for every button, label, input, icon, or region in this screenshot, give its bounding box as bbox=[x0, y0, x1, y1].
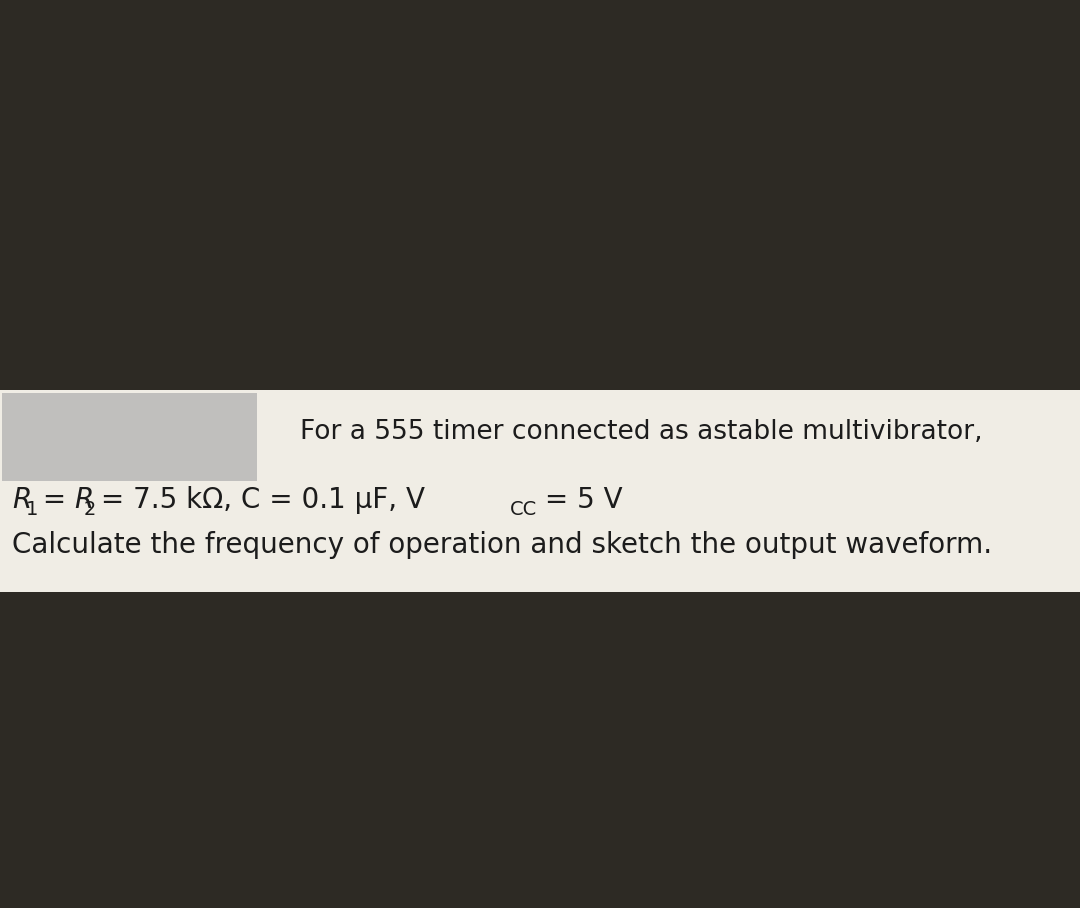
Text: Calculate the frequency of operation and sketch the output waveform.: Calculate the frequency of operation and… bbox=[12, 531, 993, 559]
Text: 2: 2 bbox=[84, 500, 96, 519]
Text: 1: 1 bbox=[26, 500, 39, 519]
Text: = R: = R bbox=[33, 486, 94, 514]
Text: = 7.5 kΩ, C = 0.1 μF, V: = 7.5 kΩ, C = 0.1 μF, V bbox=[92, 486, 426, 514]
Text: For a 555 timer connected as astable multivibrator,: For a 555 timer connected as astable mul… bbox=[300, 419, 983, 445]
Text: R: R bbox=[12, 486, 31, 514]
FancyBboxPatch shape bbox=[0, 390, 1080, 592]
Text: = 5 V: = 5 V bbox=[536, 486, 623, 514]
FancyBboxPatch shape bbox=[2, 393, 257, 481]
Text: CC: CC bbox=[510, 500, 537, 519]
